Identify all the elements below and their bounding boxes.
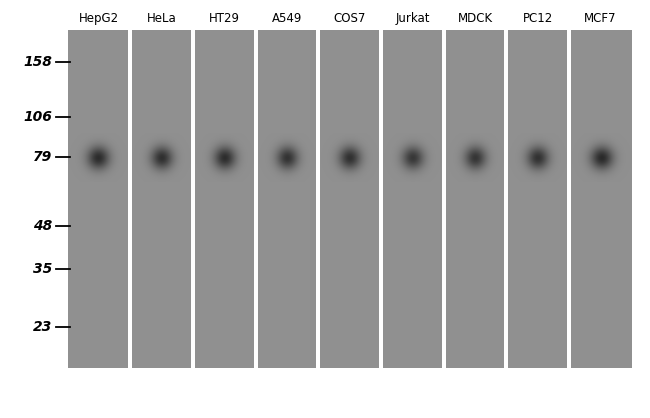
Text: 106: 106 (23, 110, 52, 124)
Text: 79: 79 (32, 150, 52, 164)
Text: 35: 35 (32, 262, 52, 276)
Text: 48: 48 (32, 219, 52, 233)
Text: HeLa: HeLa (147, 12, 176, 25)
Text: COS7: COS7 (333, 12, 366, 25)
Text: PC12: PC12 (523, 12, 552, 25)
Text: HepG2: HepG2 (79, 12, 119, 25)
Text: Jurkat: Jurkat (395, 12, 430, 25)
Text: MDCK: MDCK (458, 12, 493, 25)
Text: HT29: HT29 (209, 12, 240, 25)
Text: MCF7: MCF7 (584, 12, 617, 25)
Text: A549: A549 (272, 12, 302, 25)
Text: 158: 158 (23, 55, 52, 69)
Text: 23: 23 (32, 319, 52, 334)
